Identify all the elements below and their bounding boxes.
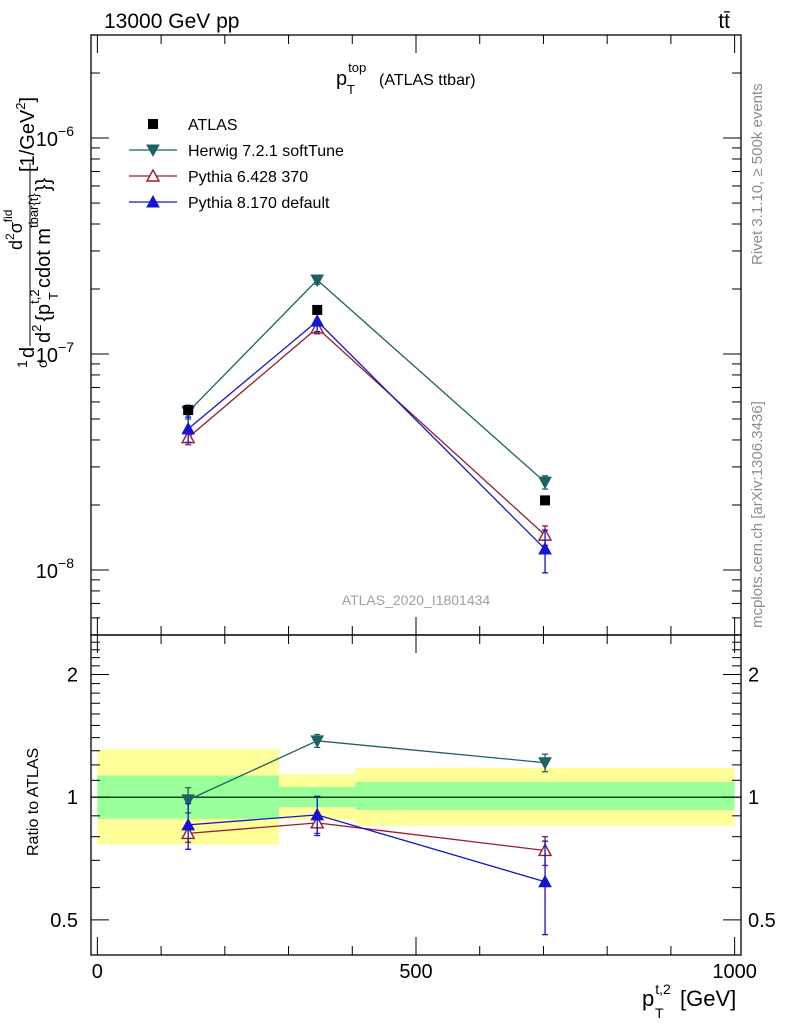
main-y-axis: 10−810−710−6 xyxy=(36,34,741,636)
x-tick-label: 1000 xyxy=(712,961,757,983)
legend-label: Pythia 6.428 370 xyxy=(188,169,308,186)
ylabel-num-fid: fid xyxy=(1,210,15,223)
ylabel-den-b: {p xyxy=(33,304,55,322)
x-axis-label: pt,2 T [GeV] xyxy=(642,981,736,1021)
series-pythia-8-170-default xyxy=(181,311,552,574)
xlabel-p: p xyxy=(642,986,654,1011)
data-point xyxy=(538,874,552,888)
ylabel-unit-sup: 2 xyxy=(13,102,28,109)
series-atlas xyxy=(183,304,551,506)
legend-marker xyxy=(145,168,161,182)
ylabel-frac-den: σ xyxy=(34,359,50,368)
data-point xyxy=(312,304,323,315)
ylabel-den-d: }} xyxy=(33,178,55,192)
data-point xyxy=(538,757,552,770)
ylabel-den-ttbar: tbar{t} xyxy=(26,193,41,228)
data-point xyxy=(310,807,325,821)
data-point xyxy=(310,274,325,288)
ylabel-num-a: d xyxy=(6,240,26,250)
plot-title: ptop T (ATLAS ttbar) xyxy=(336,60,476,97)
main-panel: 10−810−710−6 ptop T(ATLAS ttbar) ATLAS_20… xyxy=(1,34,742,636)
legend-label: Herwig 7.2.1 softTune xyxy=(188,143,344,160)
legend-marker xyxy=(148,119,158,129)
ratio-series-herwig-7-2-1-softtune xyxy=(181,733,552,814)
ratio-series-pythia-8-170-default xyxy=(181,795,552,936)
series-herwig-7-2-1-softtune xyxy=(181,274,552,490)
y-tick-base: 10 xyxy=(36,345,58,367)
ylabel-den-t2: t,2 xyxy=(27,289,42,303)
ylabel-unit-a: [1/GeV xyxy=(17,109,39,172)
y-tick-label-right: 0.5 xyxy=(748,910,776,932)
ratio-plot-content xyxy=(181,733,553,936)
ylabel-num-sup: 2 xyxy=(3,233,17,240)
ylabel-d: d xyxy=(17,347,39,358)
x-tick-label: 500 xyxy=(399,961,432,983)
y-tick-label: 0.5 xyxy=(50,910,78,932)
ylabel-den-a: d xyxy=(33,332,55,343)
y-tick-base: 10 xyxy=(36,561,58,583)
ratio-y-axis: 0.5 0.5 1 1 2 2 xyxy=(50,641,776,932)
y-tick-label: 10−8 xyxy=(36,555,74,583)
xlabel-sub: T xyxy=(655,1005,664,1021)
y-tick-label: 2 xyxy=(67,664,78,686)
series-line xyxy=(187,279,546,483)
ylabel-frac-num: 1 xyxy=(14,360,30,368)
y-tick-label: 1 xyxy=(67,787,78,809)
legend-marker xyxy=(146,194,160,208)
svg-text:d2σfid: d2σfid xyxy=(1,210,26,251)
ylabel-den-c: cdot m xyxy=(33,228,55,288)
y-tick-label-right: 1 xyxy=(748,787,759,809)
title-p: p xyxy=(336,68,347,90)
legend-item-pythia-8-170-default: Pythia 8.170 default xyxy=(129,194,330,212)
xlabel-unit: [GeV] xyxy=(680,986,736,1011)
data-point xyxy=(538,476,552,490)
ylabel-den-T: T xyxy=(46,292,61,300)
main-x-ticks xyxy=(96,35,736,635)
ylabel-den-sup: 2 xyxy=(29,325,44,332)
legend-item-atlas: ATLAS xyxy=(148,117,238,134)
data-point xyxy=(310,735,325,748)
data-point xyxy=(181,421,196,435)
inner-uncertainty-band xyxy=(355,781,735,811)
legend: ATLAS Herwig 7.2.1 softTune Pythia 6.428 3… xyxy=(129,117,344,212)
legend-item-pythia-6-428-370: Pythia 6.428 370 xyxy=(129,168,308,186)
legend-item-herwig-7-2-1-softtune: Herwig 7.2.1 softTune xyxy=(129,143,344,160)
analysis-watermark: ATLAS_2020_I1801434 xyxy=(342,592,491,608)
data-point xyxy=(181,817,196,831)
title-sup: top xyxy=(348,60,366,75)
y-tick-exponent: −8 xyxy=(58,555,74,571)
data-point xyxy=(181,794,196,807)
title-sub: T xyxy=(347,82,355,97)
ylabel-unit-b: ] xyxy=(17,97,39,103)
series-pythia-6-428-370 xyxy=(181,320,553,547)
x-tick-label: 0 xyxy=(92,961,103,983)
title-rest: (ATLAS ttbar) xyxy=(379,72,476,89)
header-energy-label: 13000 GeV pp xyxy=(104,10,239,33)
y-tick-label-right: 2 xyxy=(748,664,759,686)
ylabel-num-b: σ xyxy=(6,222,26,233)
main-plot-content xyxy=(181,274,553,574)
mcplots-label: mcplots.cern.ch [arXiv:1306.3436] xyxy=(749,401,766,628)
data-point xyxy=(540,495,551,506)
y-tick-exponent: −7 xyxy=(58,339,74,355)
ratio-panel: 0.5 0.5 1 1 2 2 0 500 1000 Ratio to ATLAS pt,2 T… xyxy=(25,634,776,1021)
header-process-label: tt̄ xyxy=(718,10,730,33)
main-y-axis-label: 1 σdd2{pt,2 Tcdot mtbar{t}}}[1/GeV2] d2σfi… xyxy=(1,97,61,368)
data-point xyxy=(310,314,325,327)
xlabel-sup: t,2 xyxy=(655,981,671,997)
y-tick-label: 10−7 xyxy=(36,339,74,367)
y-tick-exponent: −6 xyxy=(58,123,74,139)
data-point xyxy=(183,405,194,416)
ratio-y-axis-label: Ratio to ATLAS xyxy=(25,748,42,856)
rivet-version-label: Rivet 3.1.10, ≥ 500k events xyxy=(749,83,766,265)
ratio-x-axis: 0 500 1000 xyxy=(92,635,757,983)
legend-marker xyxy=(146,144,160,158)
series-line xyxy=(187,327,546,536)
data-point xyxy=(538,542,552,555)
legend-label: ATLAS xyxy=(188,117,238,134)
y-tick-label: 10−6 xyxy=(36,123,74,151)
legend-label: Pythia 8.170 default xyxy=(188,195,330,212)
y-tick-base: 10 xyxy=(36,129,58,151)
